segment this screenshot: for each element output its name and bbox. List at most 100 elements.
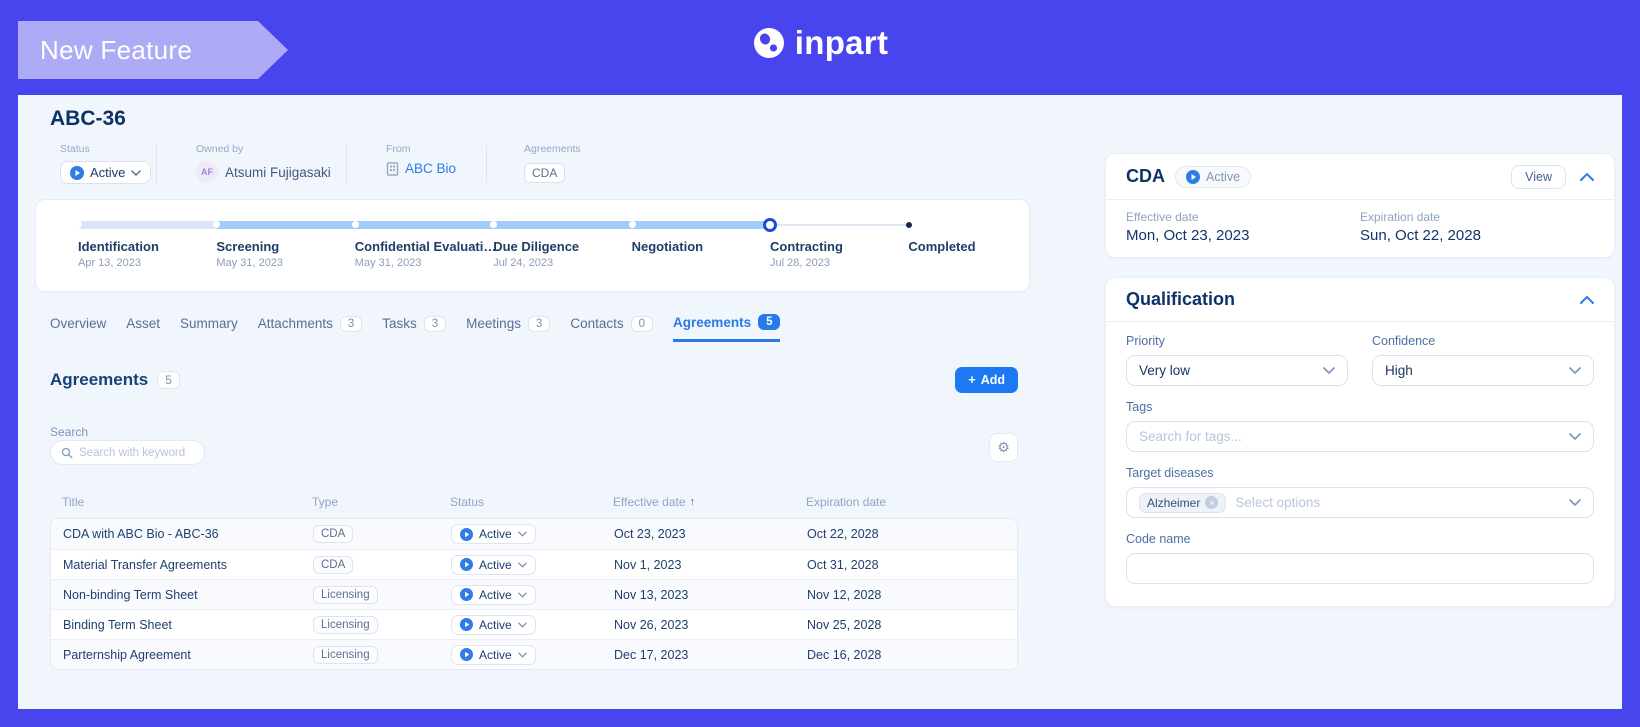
- table-row[interactable]: Binding Term Sheet Licensing Active Nov 26,…: [51, 609, 1017, 639]
- tags-select[interactable]: Search for tags...: [1126, 421, 1594, 452]
- tab-summary[interactable]: Summary: [180, 314, 238, 342]
- main-content: ABC-36 Status Active Owned by AF Atsumi …: [18, 95, 1622, 709]
- gear-icon: ⚙: [997, 439, 1010, 455]
- timeline-card: Identification Apr 13, 2023 Screening May 3…: [35, 199, 1030, 292]
- chevron-up-icon: [1580, 172, 1594, 181]
- timeline-milestone-dot[interactable]: [351, 221, 359, 228]
- table-row[interactable]: Non-binding Term Sheet Licensing Active Nov…: [51, 579, 1017, 609]
- tabs: Overview Asset Summary Attachments 3 Tasks 3 Me…: [50, 314, 781, 342]
- active-status-icon: [460, 527, 473, 541]
- tab-asset[interactable]: Asset: [126, 314, 160, 342]
- tab-label: Asset: [126, 316, 161, 331]
- tab-meetings[interactable]: Meetings 3: [466, 314, 551, 342]
- code-name-input[interactable]: [1126, 553, 1594, 584]
- timeline-segment-rest: [770, 224, 909, 226]
- chevron-up-icon: [1580, 295, 1594, 304]
- divider: [486, 145, 487, 183]
- qualification-card: Qualification Priority Very low Conf: [1105, 277, 1615, 607]
- expiration-date: Oct 31, 2028: [807, 557, 879, 572]
- tab-count-badge: 3: [423, 315, 447, 332]
- row-status-value: Active: [479, 527, 512, 541]
- table-settings-button[interactable]: ⚙: [989, 433, 1018, 462]
- row-status-dropdown[interactable]: Active: [451, 524, 536, 544]
- cda-card-title: CDA: [1126, 166, 1165, 186]
- search-icon: [61, 447, 73, 459]
- effective-date: Nov 26, 2023: [614, 617, 689, 632]
- view-button[interactable]: View: [1511, 164, 1566, 189]
- section-title: Agreements: [50, 370, 149, 389]
- row-status-dropdown[interactable]: Active: [451, 584, 536, 605]
- tab-label: Overview: [50, 316, 107, 331]
- column-label: Status: [450, 495, 485, 509]
- column-header-effective-date[interactable]: Effective date ↑: [613, 495, 806, 509]
- chevron-down-icon: [1323, 367, 1335, 374]
- agreement-title: Binding Term Sheet: [63, 617, 172, 632]
- status-dropdown[interactable]: Active: [60, 161, 152, 184]
- tab-label: Agreements: [673, 314, 752, 330]
- divider: [346, 145, 347, 183]
- collapse-qualification-button[interactable]: [1580, 295, 1594, 304]
- from-group: From ABC Bio: [386, 143, 456, 176]
- tab-overview[interactable]: Overview: [50, 314, 106, 342]
- table-header: Title Type Status Effective date ↑ Expiration…: [50, 490, 1018, 514]
- stage-name: Confidential Evaluati…: [354, 239, 497, 254]
- column-label: Type: [312, 495, 339, 509]
- cda-card: CDA Active View Effective date Mon, Oct …: [1105, 153, 1615, 258]
- agreement-type-chip: CDA: [313, 555, 354, 574]
- column-header-type[interactable]: Type: [312, 495, 450, 509]
- stage-date: Apr 13, 2023: [78, 257, 141, 269]
- timeline-milestone-dot[interactable]: [763, 218, 777, 232]
- agreement-type-chip: Licensing: [313, 585, 378, 604]
- timeline-milestone-dot[interactable]: [75, 221, 82, 228]
- row-status-dropdown[interactable]: Active: [451, 644, 536, 665]
- column-header-title[interactable]: Title: [62, 495, 312, 509]
- tab-tasks[interactable]: Tasks 3: [382, 314, 447, 342]
- stage-date: Jul 24, 2023: [493, 257, 554, 269]
- agreements-section-header: Agreements 5 + Add: [50, 367, 1018, 393]
- expiration-date: Nov 25, 2028: [807, 617, 882, 632]
- agreements-label: Agreements: [524, 143, 581, 155]
- tab-label: Tasks: [382, 316, 417, 331]
- expiration-date: Nov 12, 2028: [807, 587, 882, 602]
- status-value: Active: [90, 165, 126, 180]
- timeline-milestone-dot[interactable]: [906, 222, 913, 228]
- agreement-type-chip: Licensing: [313, 645, 378, 664]
- priority-select[interactable]: Very low: [1126, 355, 1348, 386]
- timeline-milestone-dot[interactable]: [490, 221, 498, 228]
- owner-name: Atsumi Fujigasaki: [225, 164, 331, 180]
- confidence-select[interactable]: High: [1372, 355, 1594, 386]
- search-input[interactable]: [79, 446, 189, 459]
- add-button[interactable]: + Add: [955, 367, 1018, 393]
- target-diseases-select[interactable]: Alzheimer × Select options: [1126, 487, 1594, 518]
- row-status-dropdown[interactable]: Active: [451, 554, 536, 575]
- timeline-milestone-dot[interactable]: [213, 221, 221, 228]
- tab-count-badge: 3: [527, 315, 551, 332]
- effective-date-value: Mon, Oct 23, 2023: [1126, 227, 1250, 244]
- row-status-value: Active: [479, 587, 512, 602]
- collapse-cda-button[interactable]: [1580, 172, 1594, 181]
- column-header-expiration-date[interactable]: Expiration date: [806, 495, 1006, 509]
- company-link[interactable]: ABC Bio: [386, 161, 456, 176]
- column-header-status[interactable]: Status: [450, 495, 613, 509]
- tab-contacts[interactable]: Contacts 0: [570, 314, 654, 342]
- expiration-date: Dec 16, 2028: [807, 647, 882, 662]
- tab-agreements[interactable]: Agreements 5: [673, 314, 781, 342]
- search-label: Search: [50, 425, 89, 439]
- agreement-title: CDA with ABC Bio - ABC-36: [63, 527, 219, 541]
- table-row[interactable]: Parternship Agreement Licensing Active Dec …: [51, 639, 1017, 669]
- cda-status-text: Active: [1206, 169, 1241, 184]
- timeline-stage-screening: Screening May 31, 2023: [213, 221, 361, 269]
- agreement-type-chip: CDA: [313, 525, 354, 543]
- table-row[interactable]: Material Transfer Agreements CDA Active Nov…: [51, 549, 1017, 579]
- expiration-date-value: Sun, Oct 22, 2028: [1360, 227, 1481, 244]
- column-label: Effective date: [613, 495, 686, 509]
- table-row[interactable]: CDA with ABC Bio - ABC-36 CDA Active Oct 23…: [51, 519, 1017, 549]
- tab-attachments[interactable]: Attachments 3: [258, 314, 363, 342]
- row-status-dropdown[interactable]: Active: [451, 614, 536, 635]
- qualification-title: Qualification: [1126, 289, 1236, 309]
- chevron-down-icon: [1569, 433, 1581, 440]
- row-status-value: Active: [479, 647, 512, 662]
- remove-chip-icon[interactable]: ×: [1205, 496, 1219, 509]
- timeline-milestone-dot[interactable]: [628, 221, 636, 228]
- divider: [156, 145, 157, 183]
